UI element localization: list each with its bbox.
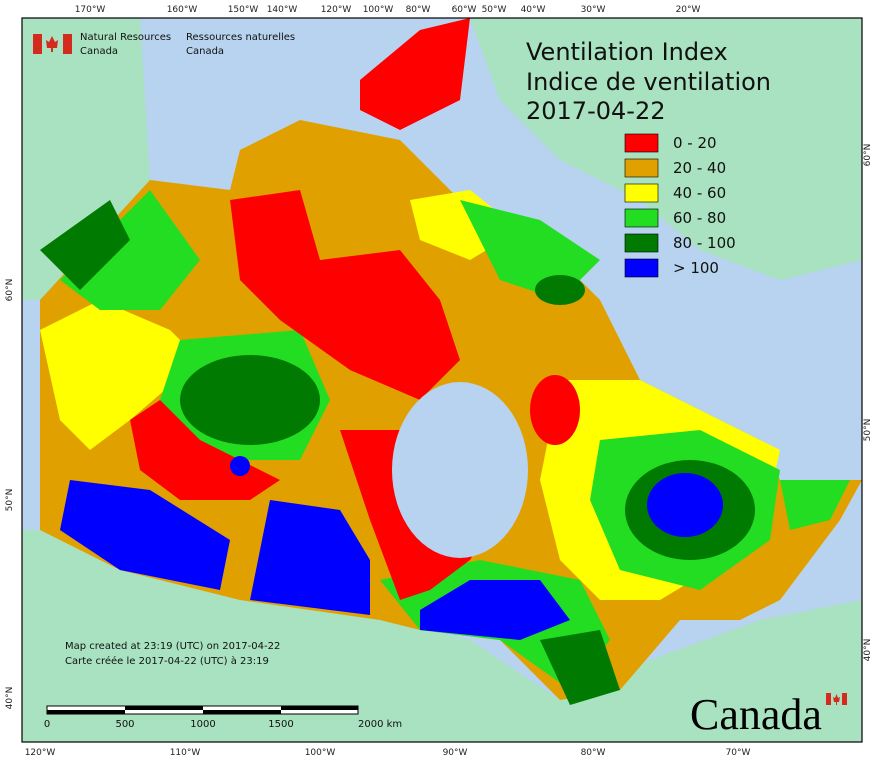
nrcan-logo xyxy=(33,34,72,54)
graticule-label: 120°W xyxy=(25,748,56,758)
maple-leaf xyxy=(46,36,58,52)
graticule-label: 50°N xyxy=(863,419,873,442)
graticule-label: 70°W xyxy=(726,748,751,758)
zone xyxy=(60,190,200,310)
credit: Map created at 23:19 (UTC) on 2017-04-22 xyxy=(65,641,280,652)
graticule-label: 60°N xyxy=(5,279,15,302)
graticule-label: 100°W xyxy=(363,5,394,15)
graticule-label: 40°N xyxy=(5,687,15,710)
scale-label: 0 xyxy=(44,719,50,730)
graticule-label: 80°W xyxy=(581,748,606,758)
scale-seg xyxy=(281,706,358,710)
legend-swatch xyxy=(624,158,659,178)
legend-swatch xyxy=(624,133,659,153)
maple-leaf xyxy=(833,694,840,705)
zone xyxy=(60,480,230,590)
scale-label: 1000 xyxy=(190,719,215,730)
legend-swatch xyxy=(624,208,659,228)
date: 2017-04-22 xyxy=(526,97,665,125)
graticule-label: 80°W xyxy=(406,5,431,15)
zone xyxy=(230,456,250,476)
zone xyxy=(230,190,460,400)
graticule-label: 120°W xyxy=(321,5,352,15)
frame xyxy=(21,17,863,743)
scale-seg xyxy=(125,706,203,710)
zone xyxy=(180,355,320,445)
legend-label: 0 - 20 xyxy=(673,134,717,152)
graticule-label: 160°W xyxy=(167,5,198,15)
legend-label: 60 - 80 xyxy=(673,209,726,227)
legend-swatch xyxy=(624,258,659,278)
graticule-label: 40°W xyxy=(521,5,546,15)
scale-seg xyxy=(47,710,125,714)
zone xyxy=(530,375,580,445)
scale-label: 500 xyxy=(115,719,134,730)
zone xyxy=(360,18,470,130)
credit: Carte créée le 2017-04-22 (UTC) à 23:19 xyxy=(65,655,269,667)
title: Indice de ventilation xyxy=(526,68,771,96)
flag-bar xyxy=(826,693,831,705)
graticule-label: 40°N xyxy=(863,639,873,662)
zone xyxy=(647,473,723,537)
legend-swatch xyxy=(624,233,659,253)
graticule-label: 110°W xyxy=(170,748,201,758)
index-zones xyxy=(40,18,862,705)
alaska xyxy=(22,18,150,300)
graticule-label: 60°N xyxy=(863,144,873,167)
agency: Canada xyxy=(80,46,118,57)
zone xyxy=(780,480,850,530)
graticule-label: 170°W xyxy=(75,5,106,15)
wordmark: Canada xyxy=(690,690,822,739)
flag-bar xyxy=(33,34,42,54)
zone xyxy=(250,500,370,615)
zone xyxy=(420,580,570,640)
graticule-label: 140°W xyxy=(267,5,298,15)
scale-bar xyxy=(46,705,359,715)
zone xyxy=(40,200,130,290)
legend-label: > 100 xyxy=(673,259,719,277)
zone xyxy=(540,630,620,705)
legend-label: 40 - 60 xyxy=(673,184,726,202)
legend-label: 20 - 40 xyxy=(673,159,726,177)
graticule-label: 100°W xyxy=(305,748,336,758)
title: Ventilation Index xyxy=(526,38,728,66)
scale-label: 1500 xyxy=(268,719,293,730)
graticule-label: 30°W xyxy=(581,5,606,15)
graticule-label: 20°W xyxy=(676,5,701,15)
flag-bar xyxy=(63,34,72,54)
zone xyxy=(460,200,600,300)
scale-seg xyxy=(203,710,281,714)
agency: Ressources naturelles xyxy=(186,32,295,43)
legend-swatch xyxy=(624,183,659,203)
flag-bar xyxy=(842,693,847,705)
graticule-label: 50°W xyxy=(482,5,507,15)
agency: Canada xyxy=(186,46,224,57)
hudson-bay xyxy=(392,382,528,558)
graticule-label: 150°W xyxy=(228,5,259,15)
zone xyxy=(535,275,585,305)
canada-wordmark: Canada xyxy=(690,690,847,739)
graticule-label: 50°N xyxy=(5,489,15,512)
graticule-label: 90°W xyxy=(443,748,468,758)
usa xyxy=(22,530,862,742)
legend-label: 80 - 100 xyxy=(673,234,736,252)
scale-label: 2000 km xyxy=(358,719,402,730)
zone xyxy=(40,300,200,450)
graticule-label: 60°W xyxy=(452,5,477,15)
greenland xyxy=(470,18,862,280)
agency: Natural Resources xyxy=(80,32,171,43)
